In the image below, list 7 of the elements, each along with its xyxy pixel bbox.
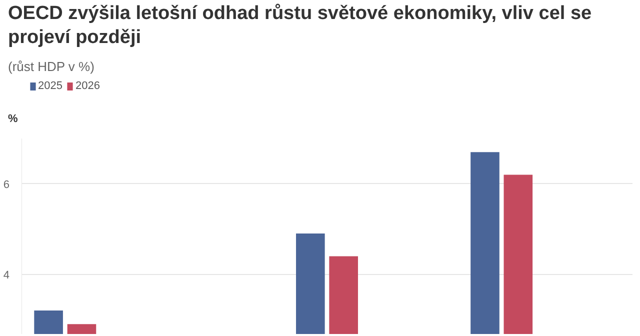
y-tick-label: 6 <box>3 178 10 191</box>
chart-subtitle: (růst HDP v %) <box>8 58 94 76</box>
y-tick-label: 4 <box>3 269 10 282</box>
chart-title: OECD zvýšila letošní odhad růstu světové ekonomiky, vliv cel se projeví později <box>8 2 593 50</box>
legend-label: 2026 <box>75 80 100 92</box>
y-axis-title: % <box>8 112 18 127</box>
legend-label: 2025 <box>38 80 62 92</box>
